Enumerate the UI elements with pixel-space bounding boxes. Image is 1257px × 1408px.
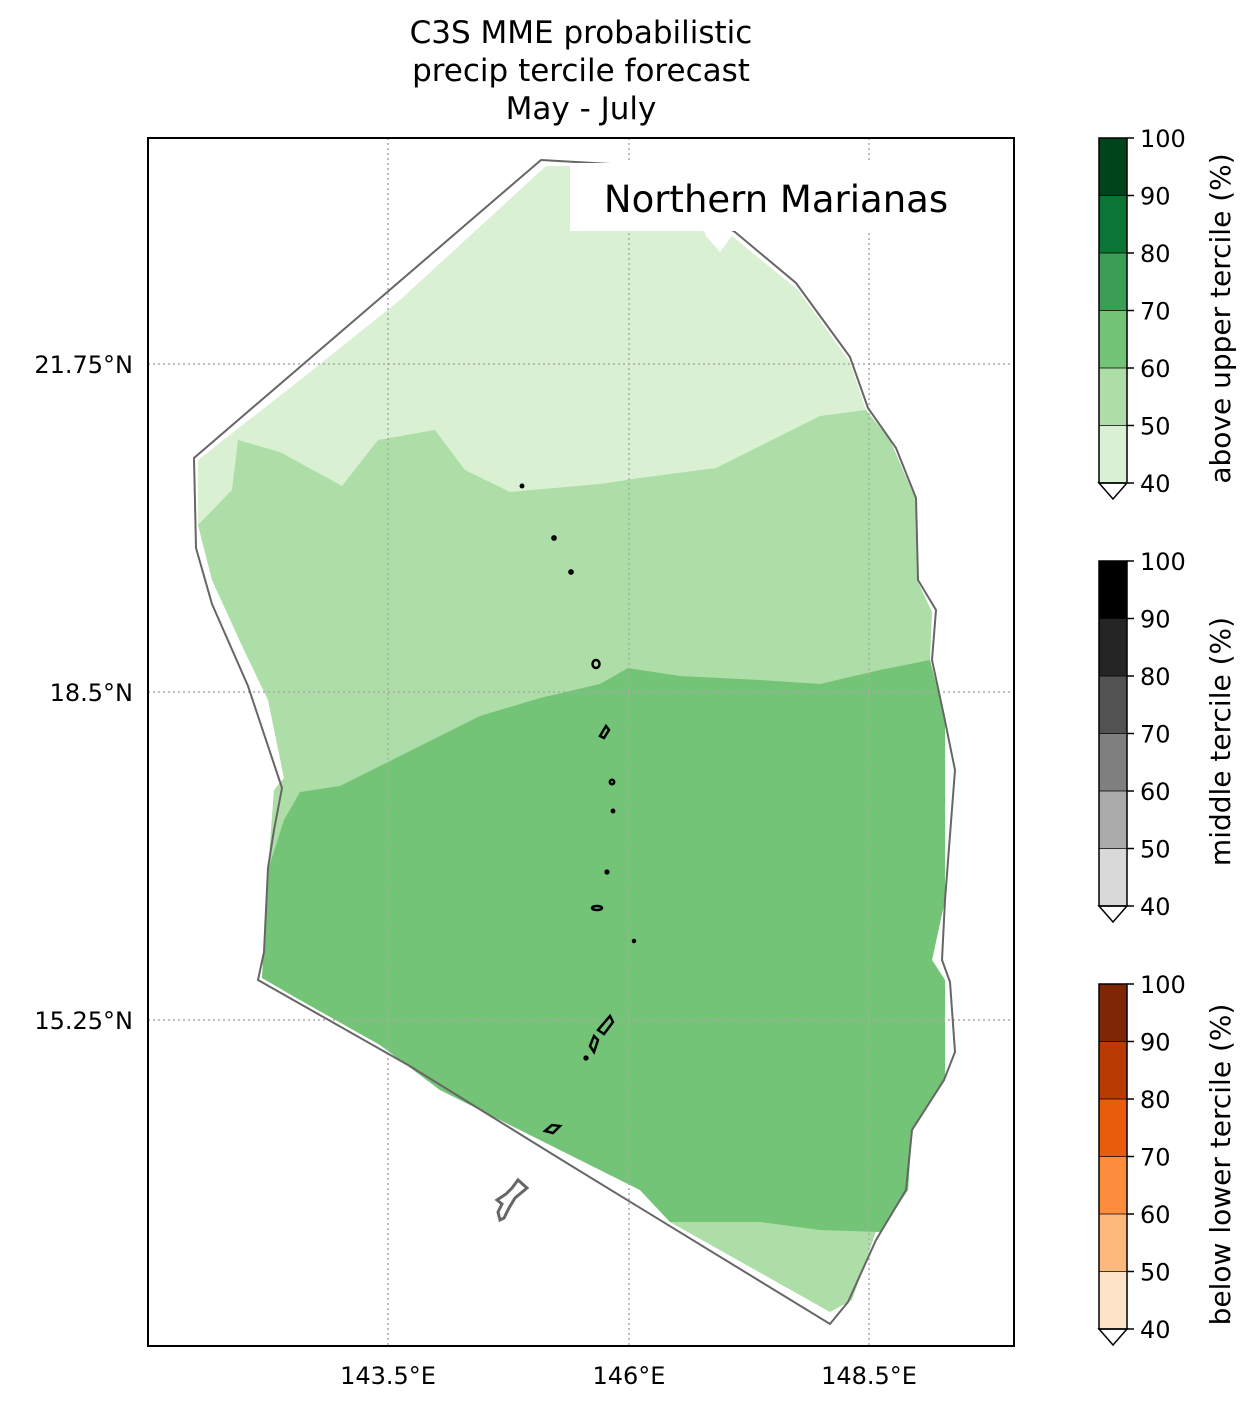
colorbar-above-segment-4	[1099, 368, 1127, 426]
colorbar-below-tick-label: 70	[1140, 1144, 1171, 1172]
lon-tick-148-5: 148.5°E	[821, 1362, 917, 1390]
colorbar-below-segment-1	[1099, 1041, 1127, 1100]
colorbar-middle-segment-2	[1099, 676, 1127, 734]
region-label: Northern Marianas	[604, 178, 948, 221]
map-title: C3S MME probabilistic precip tercile for…	[148, 14, 1014, 128]
title-line-1: C3S MME probabilistic	[409, 15, 753, 51]
island-pagan	[598, 723, 611, 740]
lat-tick-21-75: 21.75°N	[34, 351, 133, 379]
colorbar-above-label: above upper tercile (%)	[1204, 153, 1237, 483]
colorbar-middle-label: middle tercile (%)	[1204, 617, 1237, 866]
colorbar-above-tick-label: 60	[1140, 355, 1171, 383]
colorbar-below-segment-5	[1099, 1271, 1127, 1330]
colorbar-below-label: below lower tercile (%)	[1204, 1004, 1237, 1326]
island-alamagan	[608, 778, 616, 786]
map-frame	[147, 137, 1015, 1347]
eez-outline	[192, 158, 957, 1326]
lon-tick-labels: 143.5°E 146°E 148.5°E	[340, 1362, 917, 1390]
island-asuncion	[568, 569, 574, 575]
island-guam	[494, 1177, 530, 1223]
colorbar-above-tick-label: 40	[1140, 470, 1171, 498]
region-label-box	[570, 163, 980, 231]
island-rota	[542, 1123, 563, 1135]
colorbar-above-segment-0	[1099, 138, 1127, 196]
colorbar-above-segment-2	[1099, 253, 1127, 311]
island-farallon-de-medinilla	[631, 938, 637, 944]
island-farallon-de-pajaros	[519, 483, 525, 489]
colorbar-above-extend-arrow	[1097, 482, 1129, 501]
colorbar-middle-tick-label: 90	[1140, 606, 1171, 634]
lon-tick-146: 146°E	[593, 1362, 666, 1390]
colorbar-middle-extend-arrow	[1097, 905, 1129, 924]
island-sarigan	[604, 869, 610, 875]
title-line-3: May - July	[505, 91, 657, 127]
island-agrihan	[591, 658, 601, 670]
islands	[519, 483, 637, 1135]
island-aguijan	[583, 1055, 589, 1061]
lat-tick-labels: 21.75°N 18.5°N 15.25°N	[34, 351, 133, 1035]
colorbar-above-tick-label: 100	[1140, 125, 1186, 153]
colorbar-below-segment-3	[1099, 1156, 1127, 1215]
colorbar-below-segment-2	[1099, 1099, 1127, 1157]
colorbar-below-extend-arrow	[1097, 1328, 1129, 1347]
lat-tick-15-25: 15.25°N	[34, 1007, 133, 1035]
colorbar-above: 100 90 80 70 60 50 40 above upper tercile (%)	[1097, 125, 1237, 501]
colorbar-above-segment-1	[1099, 195, 1127, 254]
island-guguan	[610, 808, 616, 814]
colorbar-below-tick-label: 100	[1140, 971, 1186, 999]
band-60-70	[262, 660, 945, 1232]
island-maug	[551, 535, 557, 541]
colorbar-middle-tick-label: 60	[1140, 778, 1171, 806]
colorbar-below: 100 90 80 70 60 50 40 below lower tercile (%)	[1097, 971, 1237, 1347]
colorbar-middle-tick-label: 100	[1140, 548, 1186, 576]
lat-tick-18-5: 18.5°N	[50, 679, 133, 707]
colorbar-above-tick-label: 90	[1140, 183, 1171, 211]
map-panel: Northern Marianas	[148, 138, 1014, 1346]
island-tinian	[588, 1033, 600, 1055]
colorbar-above-tick-label: 70	[1140, 298, 1171, 326]
island-saipan	[596, 1013, 615, 1036]
colorbar-middle-segment-3	[1099, 733, 1127, 792]
colorbar-middle-tick-label: 70	[1140, 721, 1171, 749]
colorbar-middle-tick-label: 40	[1140, 893, 1171, 921]
colorbar-middle-tick-label: 50	[1140, 836, 1171, 864]
colorbar-below-tick-label: 50	[1140, 1259, 1171, 1287]
lon-tick-143-5: 143.5°E	[340, 1362, 436, 1390]
colorbar-below-tick-label: 90	[1140, 1029, 1171, 1057]
colorbar-below-segment-4	[1099, 1214, 1127, 1272]
colorbar-below-tick-label: 40	[1140, 1316, 1171, 1344]
colorbar-middle-tick-label: 80	[1140, 663, 1171, 691]
gridlines	[148, 138, 1014, 1346]
colorbar-above-segment-5	[1099, 425, 1127, 484]
colorbar-below-tick-label: 60	[1140, 1201, 1171, 1229]
island-anatahan	[590, 904, 604, 912]
colorbar-middle-segment-1	[1099, 618, 1127, 677]
colorbar-above-segment-3	[1099, 310, 1127, 369]
colorbar-above-tick-label: 80	[1140, 240, 1171, 268]
colorbar-middle-segment-4	[1099, 791, 1127, 849]
colorbar-below-segment-0	[1099, 984, 1127, 1042]
colorbar-above-tick-label: 50	[1140, 413, 1171, 441]
title-line-2: precip tercile forecast	[412, 53, 750, 89]
colorbar-middle-segment-0	[1099, 561, 1127, 619]
colorbar-middle: 100 90 80 70 60 50 40 middle tercile (%)	[1097, 548, 1237, 924]
colorbar-middle-segment-5	[1099, 848, 1127, 907]
colorbar-below-tick-label: 80	[1140, 1086, 1171, 1114]
